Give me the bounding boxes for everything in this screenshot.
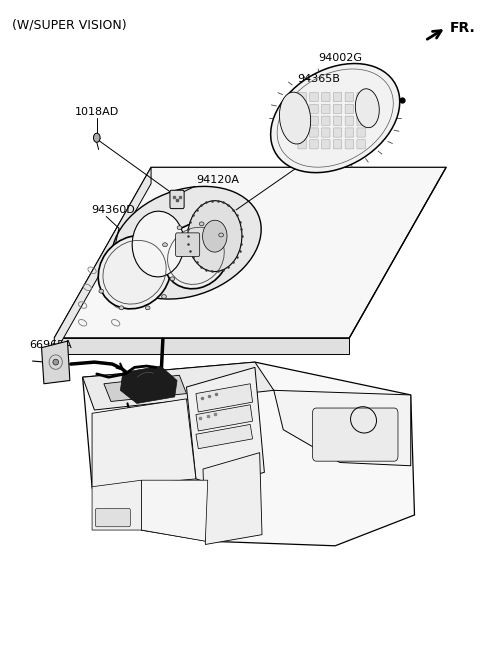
Polygon shape: [54, 338, 349, 354]
Polygon shape: [92, 399, 196, 489]
FancyBboxPatch shape: [322, 104, 330, 113]
FancyBboxPatch shape: [312, 408, 398, 461]
FancyBboxPatch shape: [345, 128, 354, 137]
FancyBboxPatch shape: [357, 140, 365, 149]
FancyBboxPatch shape: [310, 116, 318, 125]
Polygon shape: [196, 424, 252, 449]
Polygon shape: [42, 341, 70, 384]
FancyBboxPatch shape: [96, 508, 130, 527]
Ellipse shape: [94, 133, 100, 142]
Ellipse shape: [199, 222, 204, 226]
FancyBboxPatch shape: [298, 128, 306, 137]
FancyBboxPatch shape: [176, 233, 200, 256]
FancyBboxPatch shape: [298, 104, 306, 113]
Ellipse shape: [99, 289, 104, 293]
FancyBboxPatch shape: [298, 92, 306, 102]
Ellipse shape: [163, 223, 228, 289]
Ellipse shape: [271, 64, 400, 173]
Ellipse shape: [112, 186, 261, 299]
FancyBboxPatch shape: [310, 128, 318, 137]
Ellipse shape: [98, 236, 171, 309]
FancyBboxPatch shape: [345, 104, 354, 113]
Text: 94002G: 94002G: [318, 53, 362, 63]
Text: 94360D: 94360D: [91, 205, 135, 215]
Text: 1018AD: 1018AD: [75, 107, 119, 117]
Text: 94120A: 94120A: [196, 175, 239, 185]
Polygon shape: [196, 405, 252, 431]
Polygon shape: [54, 167, 446, 338]
Polygon shape: [187, 367, 264, 485]
FancyBboxPatch shape: [333, 116, 342, 125]
FancyBboxPatch shape: [298, 116, 306, 125]
FancyBboxPatch shape: [357, 128, 365, 137]
FancyBboxPatch shape: [310, 104, 318, 113]
FancyBboxPatch shape: [310, 140, 318, 149]
Ellipse shape: [219, 233, 224, 237]
Ellipse shape: [163, 243, 168, 247]
FancyBboxPatch shape: [322, 92, 330, 102]
Polygon shape: [104, 375, 187, 401]
Ellipse shape: [132, 211, 184, 277]
Polygon shape: [142, 480, 208, 541]
Polygon shape: [274, 390, 411, 466]
Polygon shape: [83, 362, 415, 546]
Ellipse shape: [177, 226, 182, 230]
FancyBboxPatch shape: [357, 92, 365, 102]
FancyBboxPatch shape: [333, 128, 342, 137]
Ellipse shape: [170, 277, 175, 281]
FancyBboxPatch shape: [322, 128, 330, 137]
Ellipse shape: [119, 306, 124, 310]
Ellipse shape: [279, 92, 311, 144]
FancyBboxPatch shape: [345, 116, 354, 125]
Polygon shape: [203, 453, 262, 544]
Ellipse shape: [203, 220, 227, 252]
FancyBboxPatch shape: [333, 104, 342, 113]
Polygon shape: [83, 362, 274, 410]
Polygon shape: [54, 167, 151, 354]
Ellipse shape: [162, 295, 167, 298]
FancyBboxPatch shape: [333, 92, 342, 102]
FancyBboxPatch shape: [322, 140, 330, 149]
FancyBboxPatch shape: [170, 190, 184, 209]
FancyBboxPatch shape: [345, 140, 354, 149]
FancyBboxPatch shape: [310, 92, 318, 102]
FancyBboxPatch shape: [298, 140, 306, 149]
Ellipse shape: [355, 89, 379, 128]
Ellipse shape: [53, 359, 59, 365]
Text: 66965A: 66965A: [30, 340, 72, 350]
Polygon shape: [196, 384, 252, 412]
Text: (W/SUPER VISION): (W/SUPER VISION): [12, 18, 126, 31]
FancyBboxPatch shape: [333, 140, 342, 149]
Text: FR.: FR.: [449, 20, 475, 35]
Polygon shape: [120, 366, 177, 403]
Polygon shape: [92, 480, 142, 530]
FancyBboxPatch shape: [357, 116, 365, 125]
FancyBboxPatch shape: [345, 92, 354, 102]
Text: 94365B: 94365B: [297, 74, 340, 84]
Ellipse shape: [188, 201, 242, 272]
FancyBboxPatch shape: [357, 104, 365, 113]
FancyBboxPatch shape: [322, 116, 330, 125]
Ellipse shape: [145, 306, 150, 310]
